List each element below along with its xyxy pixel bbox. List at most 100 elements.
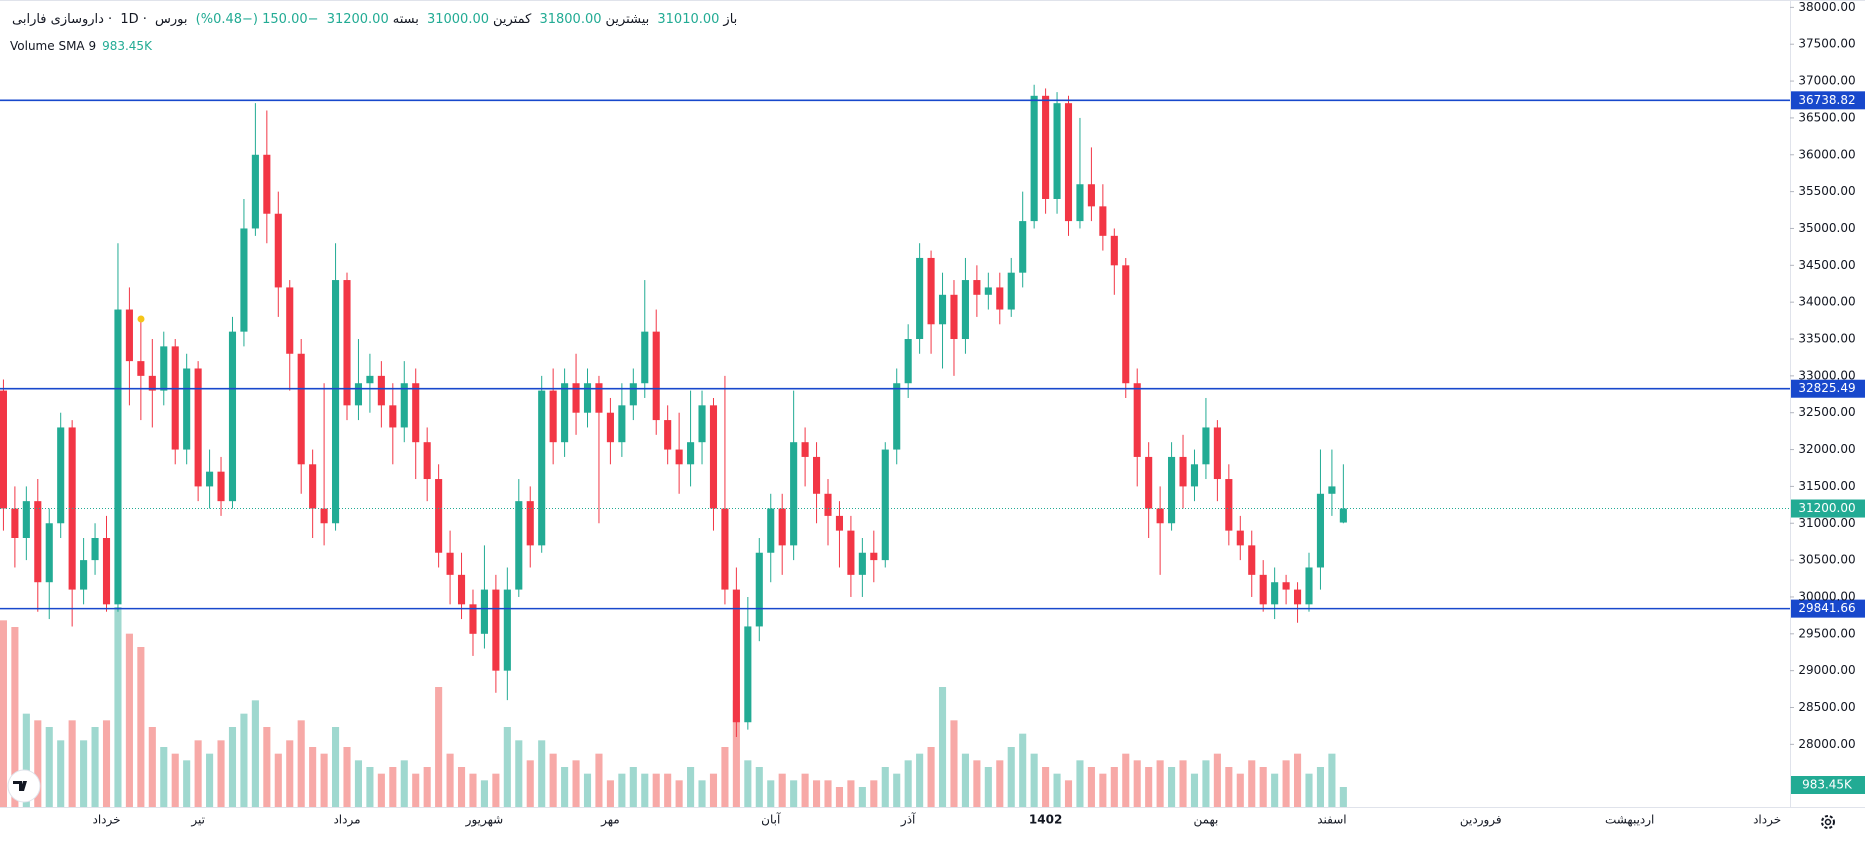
y-tick-label: 36500.00 — [1798, 110, 1855, 124]
candle-body — [503, 589, 511, 671]
volume-bar — [446, 753, 454, 807]
volume-bar — [641, 773, 649, 807]
candle-body — [652, 331, 660, 421]
volume-bar — [320, 753, 328, 807]
candle-body — [1271, 582, 1279, 605]
volume-bar — [1225, 767, 1233, 807]
x-tick-label: اردیبهشت — [1605, 813, 1654, 828]
candle-body — [996, 287, 1004, 310]
candle-body — [251, 154, 259, 229]
candle-body — [1190, 464, 1199, 487]
candle-body — [91, 538, 99, 561]
volume-bar — [57, 740, 65, 807]
volume-bar — [687, 767, 695, 807]
candle-body — [343, 280, 351, 406]
candle-body — [538, 390, 546, 546]
volume-bar — [1305, 773, 1313, 807]
close-label: بسته — [392, 12, 419, 27]
volume-bar — [1076, 760, 1084, 807]
overlays: 36738.82 32825.49 29841.66 31200.00 983.45K — [0, 91, 1865, 794]
volume-bar — [1156, 760, 1164, 807]
candle-body — [1076, 184, 1084, 222]
volume-bar — [767, 780, 775, 807]
candle-body — [263, 154, 271, 214]
y-tick-label: 36000.00 — [1798, 147, 1855, 161]
candle-body — [148, 375, 156, 391]
last-price-box — [1791, 499, 1865, 518]
candle-body — [595, 383, 603, 413]
tv-logo[interactable] — [7, 769, 41, 803]
volume-bar — [1202, 760, 1210, 807]
y-tick-label: 35000.00 — [1798, 221, 1855, 235]
candle-body — [377, 375, 385, 406]
candle-body — [526, 501, 534, 546]
price-label-box — [1791, 599, 1865, 618]
volume-bar — [629, 767, 637, 807]
candle-body — [870, 552, 878, 561]
y-tick-label: 28500.00 — [1798, 700, 1855, 714]
candle-body — [1339, 508, 1347, 523]
y-tick-label: 31500.00 — [1798, 479, 1855, 493]
gear-inner[interactable] — [1824, 818, 1832, 826]
price-label-box — [1791, 91, 1865, 110]
candle-body — [171, 346, 179, 450]
candle-body — [778, 508, 786, 546]
candle-body — [618, 405, 626, 443]
volume-bar — [343, 747, 351, 807]
candle-body — [881, 449, 889, 561]
volume-bar — [1293, 753, 1302, 807]
open-label: باز — [723, 12, 738, 27]
candle-body — [629, 383, 637, 406]
candle-body — [309, 464, 317, 509]
candle-body — [767, 508, 775, 553]
volume-sma-name: Volume SMA 9 — [10, 39, 97, 53]
volume-bar — [114, 607, 122, 807]
volume-bar — [870, 780, 878, 807]
volume-bar — [1259, 767, 1267, 807]
settings-gear[interactable] — [1821, 815, 1835, 829]
volume-bar — [572, 760, 580, 807]
volume-bar — [916, 753, 924, 807]
volume-bar — [11, 627, 19, 807]
volume-bar — [171, 753, 179, 807]
volume-bar — [1133, 760, 1141, 807]
volume-bar — [160, 747, 168, 807]
volume-bar — [1007, 747, 1015, 807]
candle-body — [1133, 383, 1141, 457]
volume-bar — [813, 780, 821, 807]
candle-body — [984, 287, 992, 295]
volume-legend: Volume SMA 9 983.45K — [10, 39, 152, 53]
candle-body — [721, 508, 729, 590]
volume-bar — [1316, 767, 1325, 807]
volume-label: 983.45K — [1802, 778, 1853, 792]
volume-bar — [274, 753, 282, 807]
candle-body — [457, 574, 466, 605]
candle-body — [1007, 272, 1015, 310]
candle-body — [1316, 493, 1325, 568]
x-tick-label: فروردین — [1460, 813, 1502, 828]
x-tick-label: بهمن — [1193, 813, 1218, 828]
candle-body — [698, 405, 706, 443]
x-tick-label: آذر — [900, 812, 916, 828]
candle-body — [1156, 508, 1164, 524]
price-label: 29841.66 — [1798, 601, 1855, 615]
gear-outer[interactable] — [1821, 815, 1835, 829]
candle-body — [57, 427, 65, 524]
price-label: 36738.82 — [1798, 93, 1855, 107]
candle-body — [194, 368, 202, 487]
candle-body — [469, 604, 477, 634]
candle-body — [297, 353, 305, 465]
volume-bar — [217, 740, 225, 807]
logo-mark[interactable] — [13, 781, 27, 791]
volume-bar — [973, 760, 981, 807]
volume-bar — [652, 773, 660, 807]
volume-bar — [1030, 753, 1038, 807]
volume-bar — [721, 747, 729, 807]
volume-bar — [68, 720, 76, 807]
volume-bar — [1248, 760, 1256, 807]
volume-sma-value: 983.45K — [102, 39, 152, 53]
candle-body — [1213, 427, 1221, 480]
volume-bar — [549, 753, 557, 807]
volume-bar — [1087, 767, 1095, 807]
